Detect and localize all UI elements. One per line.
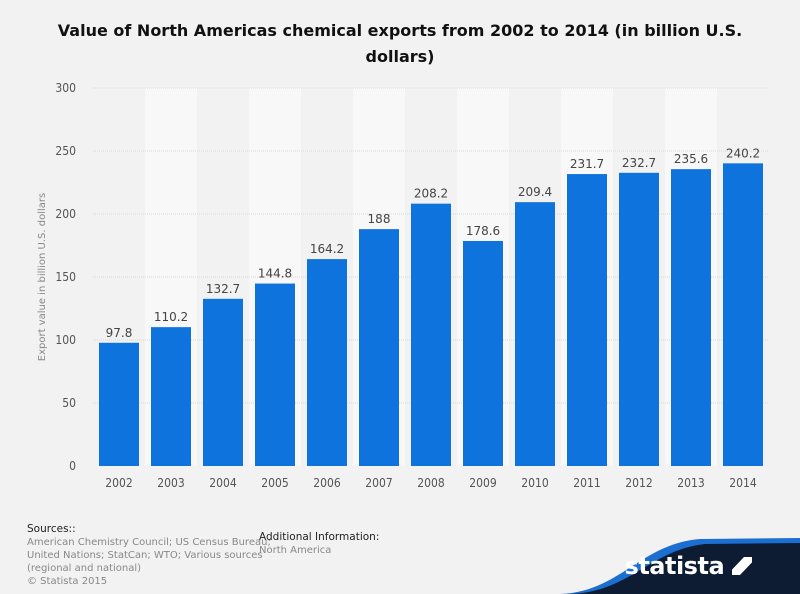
x-tick-label: 2004	[209, 476, 237, 490]
x-tick-label: 2002	[105, 476, 132, 490]
y-tick-label: 100	[55, 333, 76, 347]
data-label: 235.6	[674, 152, 708, 166]
x-tick-label: 2005	[261, 476, 288, 490]
bar-2011	[567, 174, 607, 467]
x-tick-label: 2010	[521, 476, 549, 490]
data-label: 188	[368, 212, 391, 226]
bar-2008	[411, 203, 451, 466]
bar-2009	[463, 240, 503, 466]
x-tick-label: 2003	[157, 476, 184, 490]
statista-logo[interactable]	[560, 524, 800, 594]
bar-2006	[307, 259, 347, 466]
x-tick-label: 2008	[417, 476, 445, 490]
data-label: 178.6	[466, 224, 500, 238]
data-label: 232.7	[622, 156, 656, 170]
data-label: 110.2	[154, 310, 188, 324]
data-label: 97.8	[106, 326, 133, 340]
bar-2005	[255, 283, 295, 466]
x-tick-label: 2006	[313, 476, 341, 490]
statista-logo-icon	[732, 557, 752, 575]
data-label: 164.2	[310, 242, 344, 256]
bar-2013	[671, 169, 711, 467]
sources-line: (regional and national)	[27, 563, 142, 574]
additional-info-block: Additional Information: North America	[259, 531, 379, 557]
y-tick-label: 0	[69, 459, 76, 473]
sources-heading: Sources::	[27, 523, 76, 535]
x-tick-label: 2011	[573, 476, 600, 490]
data-label: 132.7	[206, 282, 240, 296]
y-tick-label: 250	[55, 144, 76, 158]
additional-text: North America	[259, 545, 332, 556]
x-tick-label: 2014	[729, 476, 757, 490]
y-tick-label: 150	[55, 270, 76, 284]
sources-block: Sources:: American Chemistry Council; US…	[27, 523, 271, 588]
bar-2003	[151, 327, 191, 466]
data-label: 231.7	[570, 157, 604, 171]
bar-2010	[515, 202, 555, 466]
additional-heading: Additional Information:	[259, 531, 380, 543]
data-label: 209.4	[518, 185, 552, 199]
copyright: © Statista 2015	[27, 576, 108, 587]
y-axis-label: Export value in billion U.S. dollars	[37, 193, 48, 361]
bar-2007	[359, 229, 399, 466]
sources-line: American Chemistry Council; US Census Bu…	[27, 537, 271, 548]
bar-chart: 0 50 100 150 200 250 300 97.8 2002 110.2 2003 132.7…	[37, 81, 769, 490]
y-tick-label: 50	[62, 396, 76, 410]
y-tick-label: 300	[55, 81, 76, 95]
x-tick-label: 2013	[677, 476, 704, 490]
sources-line: United Nations; StatCan; WTO; Various so…	[27, 550, 263, 561]
data-label: 208.2	[414, 187, 448, 201]
bar-2004	[203, 298, 243, 466]
data-label: 144.8	[258, 267, 292, 281]
bar-2014	[723, 163, 763, 466]
x-tick-label: 2012	[625, 476, 652, 490]
y-tick-label: 200	[55, 207, 76, 221]
statista-logo-text: statista	[625, 552, 752, 580]
x-tick-label: 2007	[365, 476, 392, 490]
data-label: 240.2	[726, 146, 760, 160]
chart-title: Value of North Americas chemical exports…	[57, 21, 743, 66]
bar-2002	[99, 342, 139, 466]
x-tick-label: 2009	[469, 476, 497, 490]
bar-2012	[619, 172, 659, 466]
